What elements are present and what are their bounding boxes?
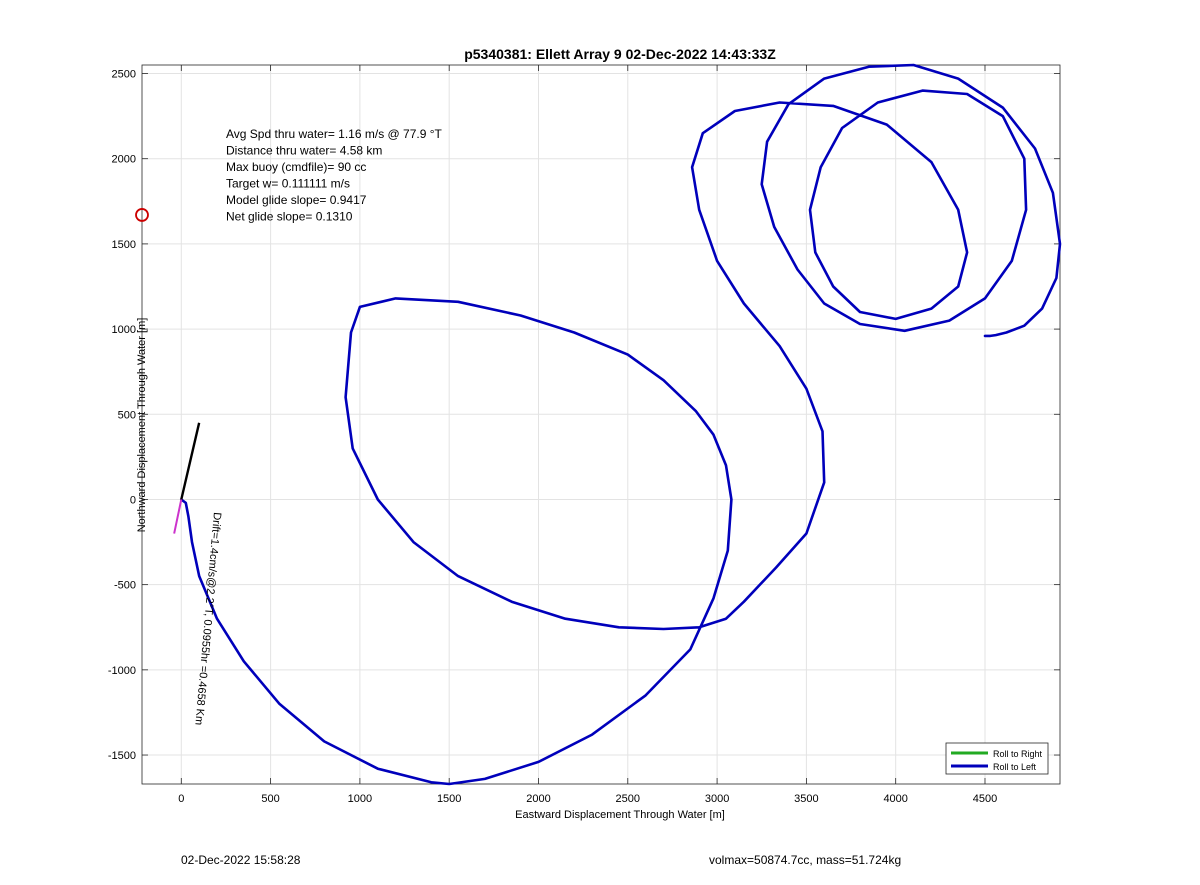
plot-area-frame (141, 64, 1061, 785)
x-tick-label: 4500 (973, 793, 997, 805)
annotation-line: Max buoy (cmdfile)= 90 cc (226, 160, 366, 174)
x-tick-label: 4000 (883, 793, 907, 805)
annotation-line: Avg Spd thru water= 1.16 m/s @ 77.9 °T (226, 127, 443, 141)
x-tick-label: 3500 (794, 793, 818, 805)
x-tick-label: 1500 (437, 793, 461, 805)
annotations: Avg Spd thru water= 1.16 m/s @ 77.9 °T Di… (226, 127, 443, 224)
legend: Roll to Right Roll to Left (945, 742, 1049, 775)
legend-label: Roll to Left (993, 762, 1037, 772)
x-tick-label: 3000 (705, 793, 729, 805)
axis-ticks: 0 500 1000 1500 2000 2500 3000 3500 4000 4500 -150… (108, 65, 1060, 805)
drift-vector (180, 422, 201, 500)
y-tick-label: -500 (114, 580, 136, 592)
annotation-line: Target w= 0.111111 m/s (226, 177, 350, 191)
legend-box (945, 742, 1049, 775)
legend-label: Roll to Right (993, 749, 1043, 759)
series-layer (135, 63, 1062, 786)
chart-title: p5340381: Ellett Array 9 02-Dec-2022 14:… (464, 46, 776, 62)
y-tick-label: -1500 (108, 750, 136, 762)
heading-segment (173, 499, 183, 534)
annotation-line: Distance thru water= 4.58 km (226, 144, 382, 158)
grid-lines (142, 65, 1060, 784)
y-tick-label: 1500 (112, 239, 136, 251)
x-tick-label: 1000 (348, 793, 372, 805)
x-tick-label: 2500 (616, 793, 640, 805)
footer-summary: volmax=50874.7cc, mass=51.724kg (709, 853, 902, 867)
series-line-roll-to-left (180, 63, 1062, 786)
y-axis-label: Northward Displacement Through Water [m] (136, 318, 148, 533)
y-tick-label: 2000 (112, 154, 136, 166)
x-tick-label: 500 (261, 793, 279, 805)
annotation-line: Model glide slope= 0.9417 (226, 193, 367, 207)
y-tick-label: 1000 (112, 324, 136, 336)
y-tick-label: 2500 (112, 69, 136, 81)
y-tick-label: 500 (118, 409, 136, 421)
marker-point (135, 208, 149, 222)
footer-timestamp: 02-Dec-2022 15:58:28 (181, 853, 301, 867)
x-tick-label: 0 (178, 793, 184, 805)
annotation-line: Net glide slope= 0.1310 (226, 210, 353, 224)
y-tick-label: -1000 (108, 665, 136, 677)
y-tick-label: 0 (130, 494, 136, 506)
x-tick-label: 2000 (526, 793, 550, 805)
x-axis-label: Eastward Displacement Through Water [m] (515, 809, 725, 821)
